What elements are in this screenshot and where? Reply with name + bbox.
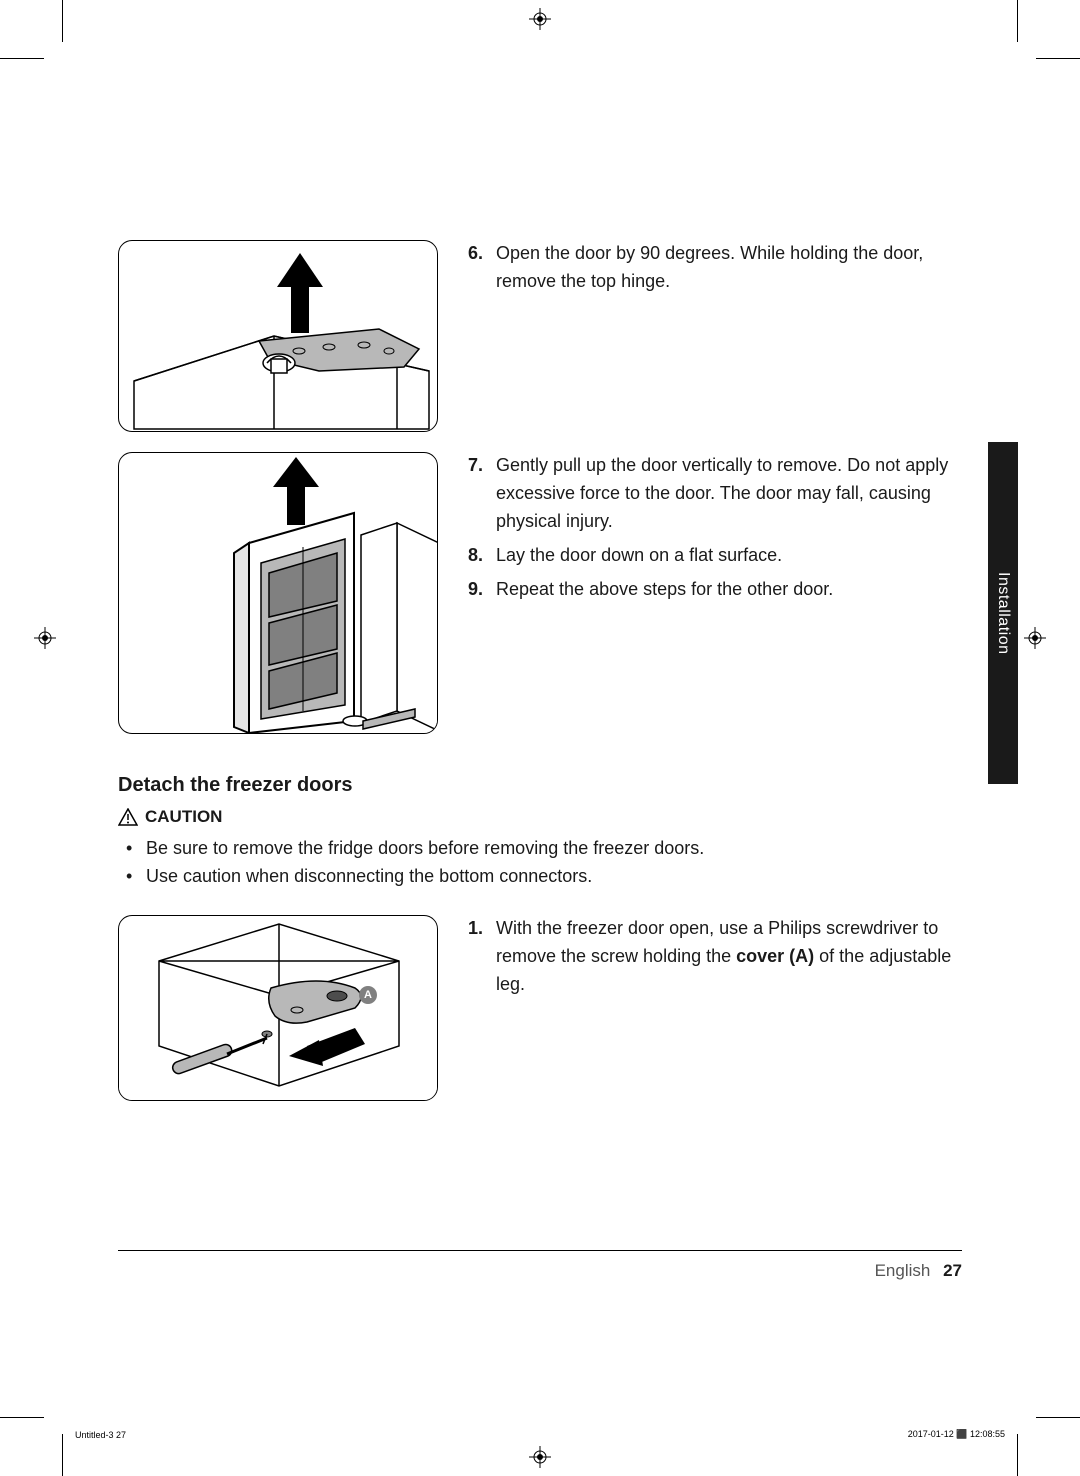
- registration-mark-icon: [34, 627, 56, 649]
- footer-page-number: 27: [943, 1261, 962, 1280]
- registration-mark-icon: [529, 1446, 551, 1468]
- caution-item: Use caution when disconnecting the botto…: [118, 863, 962, 891]
- step-number: 1.: [468, 915, 483, 943]
- warning-triangle-icon: [118, 808, 138, 826]
- step-text: Lay the door down on a flat surface.: [496, 545, 782, 565]
- section-tab-label: Installation: [994, 572, 1012, 655]
- page-content: 6. Open the door by 90 degrees. While hol…: [118, 240, 962, 1121]
- step-row-1: A 1.With the freezer door open, use a Ph…: [118, 915, 962, 1101]
- print-meta-right: 2017-01-12 ⬛ 12:08:55: [908, 1429, 1005, 1440]
- crop-mark: [1017, 1434, 1018, 1476]
- step-text: Open the door by 90 degrees. While holdi…: [496, 243, 923, 291]
- step-text: Gently pull up the door vertically to re…: [496, 455, 948, 531]
- crop-mark: [1036, 1417, 1080, 1418]
- illustration-leg-cover: A: [118, 915, 438, 1101]
- step-text-bold: cover (A): [736, 946, 814, 966]
- section-title: Detach the freezer doors: [118, 774, 962, 797]
- caution-heading: CAUTION: [118, 807, 962, 827]
- registration-mark-icon: [1024, 627, 1046, 649]
- crop-mark: [62, 0, 63, 42]
- step-item: 1.With the freezer door open, use a Phil…: [468, 915, 962, 999]
- caution-label: CAUTION: [145, 807, 222, 827]
- callout-label-a: A: [359, 986, 377, 1004]
- section-tab: Installation: [988, 442, 1018, 784]
- illustration-hinge: [118, 240, 438, 432]
- footer-language: English: [875, 1261, 931, 1280]
- crop-mark: [0, 1417, 44, 1418]
- step-row-6: 6. Open the door by 90 degrees. While hol…: [118, 240, 962, 432]
- crop-mark: [0, 58, 44, 59]
- caution-list: Be sure to remove the fridge doors befor…: [118, 835, 962, 891]
- caution-item: Be sure to remove the fridge doors befor…: [118, 835, 962, 863]
- print-meta-left: Untitled-3 27: [75, 1430, 126, 1440]
- illustration-door-lift: [118, 452, 438, 734]
- step-number: 9.: [468, 576, 483, 604]
- step-text: Repeat the above steps for the other doo…: [496, 579, 833, 599]
- crop-mark: [62, 1434, 63, 1476]
- step-item: 7. Gently pull up the door vertically to …: [468, 452, 962, 536]
- step-item: 8. Lay the door down on a flat surface.: [468, 542, 962, 570]
- step-row-789: 7. Gently pull up the door vertically to …: [118, 452, 962, 734]
- step-number: 8.: [468, 542, 483, 570]
- step-number: 7.: [468, 452, 483, 480]
- crop-mark: [1017, 0, 1018, 42]
- step-number: 6.: [468, 240, 483, 268]
- step-item: 6. Open the door by 90 degrees. While hol…: [468, 240, 962, 296]
- registration-mark-icon: [529, 8, 551, 30]
- crop-mark: [1036, 58, 1080, 59]
- page-footer: English 27: [118, 1250, 962, 1281]
- step-item: 9. Repeat the above steps for the other d…: [468, 576, 962, 604]
